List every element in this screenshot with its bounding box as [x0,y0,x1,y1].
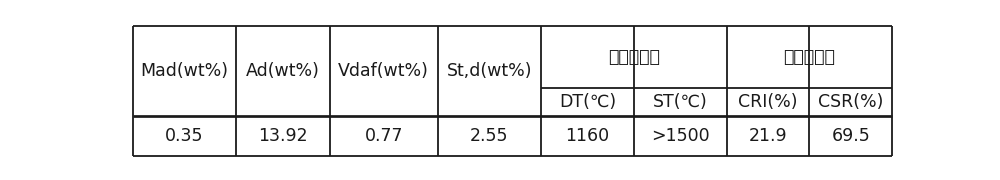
Text: 21.9: 21.9 [749,127,787,145]
Text: 煤灰溶融性: 煤灰溶融性 [608,48,660,66]
Text: 1160: 1160 [565,127,610,145]
Text: CRI(%): CRI(%) [738,93,798,111]
Text: 13.92: 13.92 [258,127,308,145]
Text: DT(℃): DT(℃) [559,93,616,111]
Text: CSR(%): CSR(%) [818,93,884,111]
Text: >1500: >1500 [651,127,710,145]
Text: St,d(wt%): St,d(wt%) [447,62,532,80]
Text: 0.77: 0.77 [364,127,403,145]
Text: Ad(wt%): Ad(wt%) [246,62,320,80]
Text: 69.5: 69.5 [831,127,870,145]
Text: 焦炭热性质: 焦炭热性质 [783,48,835,66]
Text: ST(℃): ST(℃) [653,93,708,111]
Text: Mad(wt%): Mad(wt%) [141,62,229,80]
Text: 0.35: 0.35 [165,127,204,145]
Text: 2.55: 2.55 [470,127,509,145]
Text: Vdaf(wt%): Vdaf(wt%) [338,62,429,80]
